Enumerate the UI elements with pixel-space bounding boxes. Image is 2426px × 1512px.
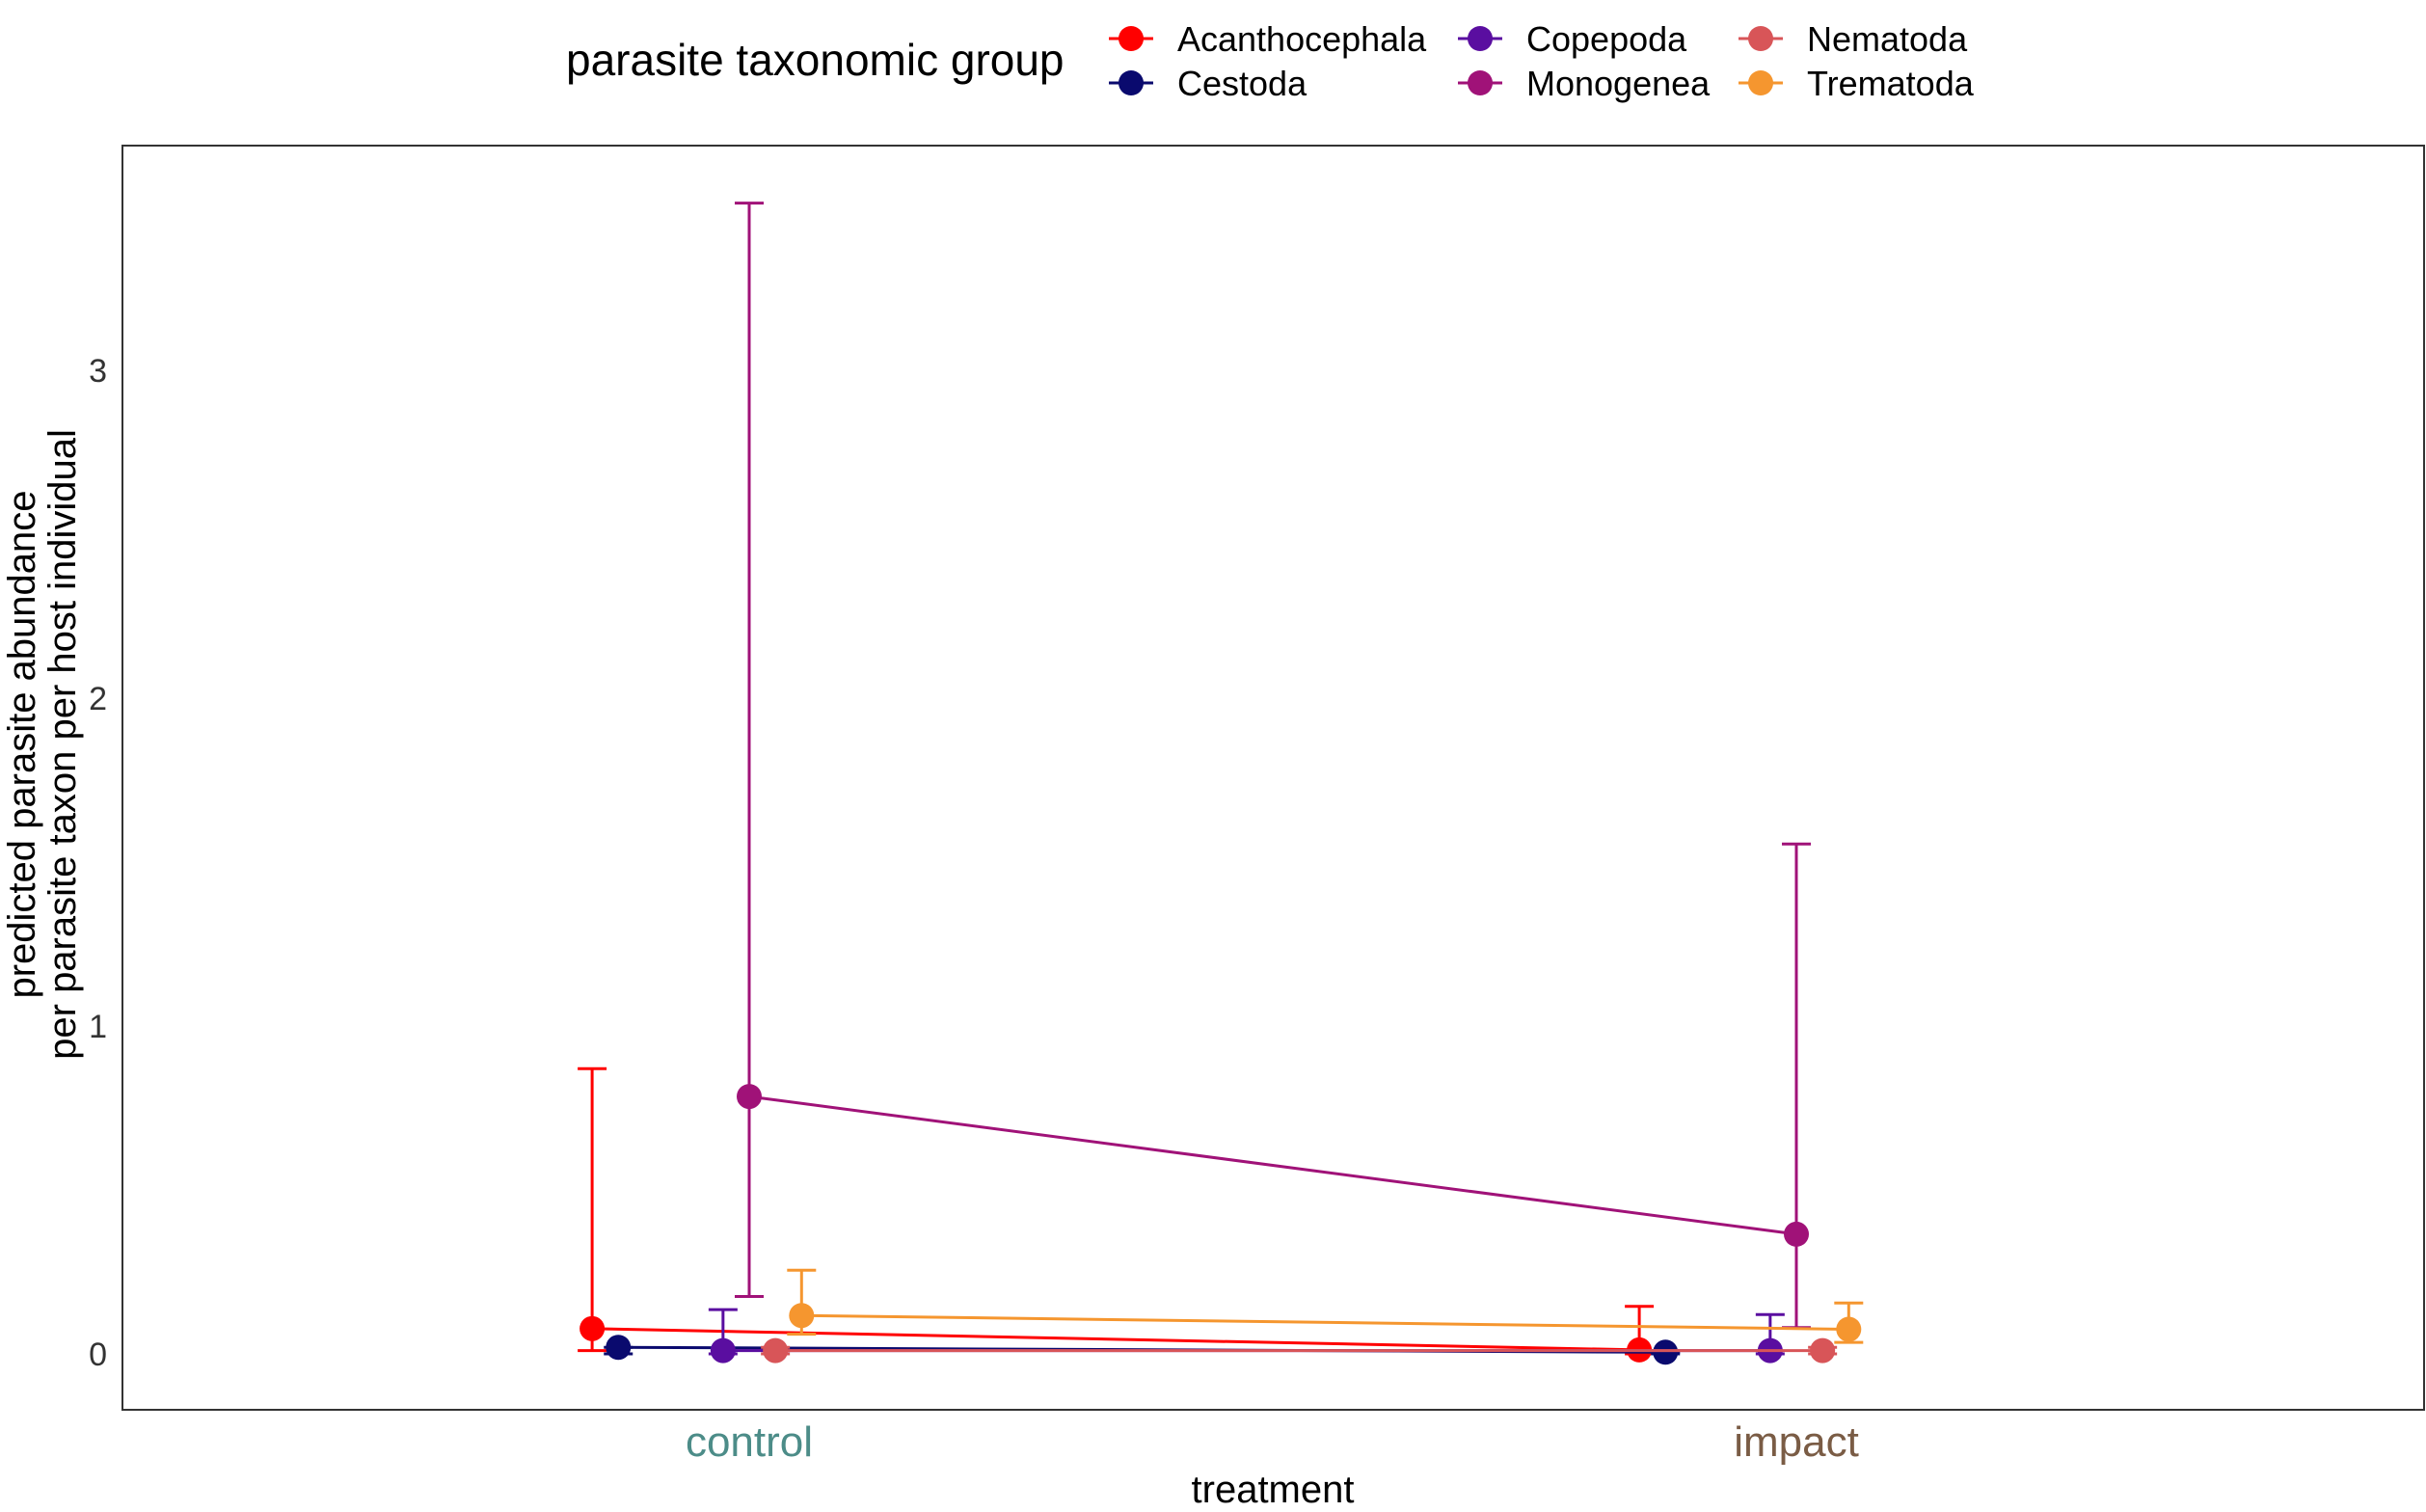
legend-item-monogenea: Monogenea [1458,64,1711,103]
data-point [763,1337,789,1364]
data-point [1810,1337,1836,1364]
legend-key-point [1748,70,1773,95]
series-line [801,1313,1849,1331]
series-line [592,1327,1640,1352]
y-axis-title-line-1: predicted parasite abundance [1,490,43,998]
y-axis-ticks: 0 1 2 3 [89,353,107,1373]
y-tick-label: 3 [89,353,107,390]
legend-key-point [1468,70,1493,95]
y-tick-label: 0 [89,1336,107,1373]
legend-key-point [1468,26,1493,51]
legend-item-cestoda: Cestoda [1109,64,1307,103]
legend-items: Acanthocephala Cestoda Copepoda Monogenea Ne… [1109,19,1975,103]
legend-key-point [1119,70,1144,95]
x-category-label: control [686,1418,813,1466]
data-point [606,1335,632,1361]
data-point [1836,1316,1862,1342]
data-point [789,1303,815,1329]
legend-item-trematoda: Trematoda [1739,64,1975,103]
x-category-label: impact [1734,1418,1859,1466]
series-nematoda [761,1337,1838,1364]
legend-title: parasite taxonomic group [566,35,1065,85]
legend-key-point [1119,26,1144,51]
plot-panel [121,145,2425,1411]
data-point [1653,1339,1679,1365]
series-monogenea [735,202,1811,1330]
legend-label: Cestoda [1177,64,1307,103]
series-line [748,1094,1797,1236]
legend-label: Trematoda [1807,64,1975,103]
legend-label: Acanthocephala [1177,19,1427,59]
series-layer [578,202,1864,1365]
legend-key-point [1748,26,1773,51]
x-axis-title: treatment [1192,1469,1355,1511]
legend: parasite taxonomic group Acanthocephala C… [566,19,1975,103]
y-tick-label: 2 [89,681,107,717]
y-tick-label: 1 [89,1009,107,1045]
data-point [737,1084,762,1110]
data-point [580,1315,606,1341]
y-axis-title: predicted parasite abundance per parasit… [1,429,84,1060]
series-acanthocephala [578,1066,1655,1363]
legend-item-acanthocephala: Acanthocephala [1109,19,1427,59]
series-trematoda [787,1268,1864,1344]
legend-label: Monogenea [1526,64,1711,103]
x-axis-categories: control impact [686,1418,1859,1466]
legend-item-copepoda: Copepoda [1458,19,1687,59]
legend-label: Nematoda [1807,19,1968,59]
legend-label: Copepoda [1526,19,1687,59]
y-axis-title-line-2: per parasite taxon per host individual [41,429,84,1060]
data-point [710,1337,736,1364]
legend-item-nematoda: Nematoda [1739,19,1968,59]
data-point [1784,1221,1809,1247]
